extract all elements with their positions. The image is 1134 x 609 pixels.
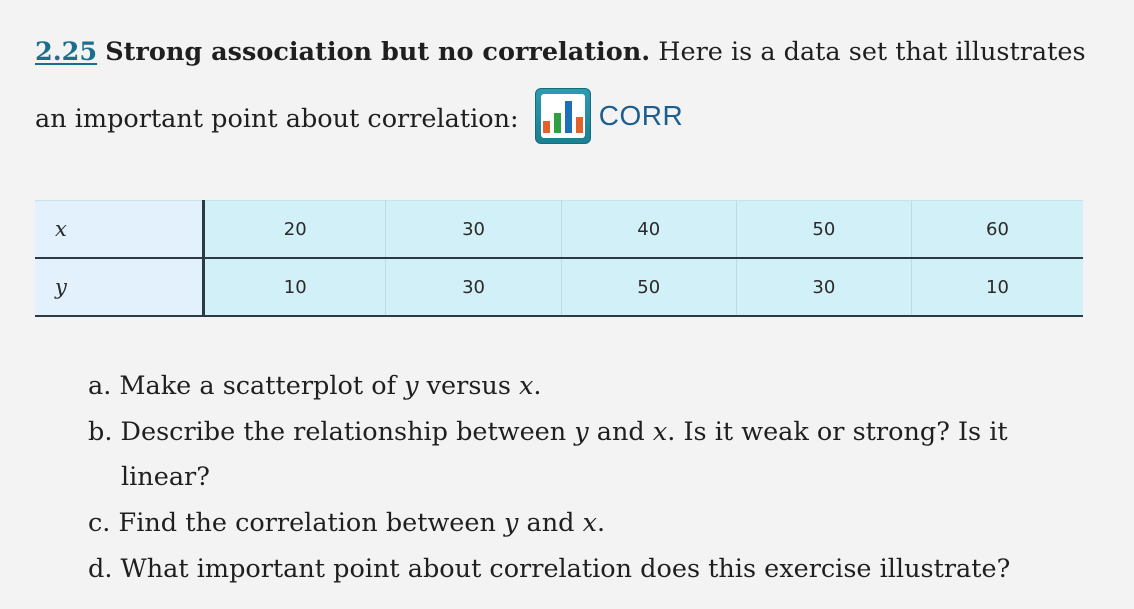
bar-chart-icon	[534, 88, 591, 144]
question-letter: b.	[88, 417, 113, 447]
question-text: Describe the relationship between	[120, 417, 575, 447]
question-item-c: c. Find the correlation between y and x.	[88, 501, 1098, 546]
table-cell: 40	[561, 200, 737, 258]
question-text: Make a scatterplot of	[119, 371, 405, 401]
math-var-x: x	[652, 417, 668, 447]
question-text: versus	[418, 371, 520, 401]
question-list: a. Make a scatterplot of y versus x. b. …	[88, 364, 1098, 593]
bar-chart-icon-bar	[553, 113, 561, 133]
bar-chart-icon-bar	[575, 117, 583, 133]
question-text: and	[588, 417, 653, 447]
exercise-intro-text: Here is a data set that illustrates an i…	[35, 37, 1086, 134]
table-cell: 30	[736, 258, 912, 316]
math-var-y: y	[504, 508, 519, 538]
table-cell: 10	[203, 258, 387, 316]
table-row: y 10 30 50 30 10	[35, 258, 1083, 316]
question-text: .	[596, 508, 606, 538]
corr-dataset-label: CORR	[598, 100, 684, 131]
question-text: What important point about correlation d…	[120, 554, 1011, 584]
table-cell: 60	[911, 200, 1083, 258]
question-text: and	[518, 508, 583, 538]
question-text: . Is it weak or strong? Is it linear?	[121, 417, 1008, 492]
bar-chart-icon-bar	[542, 121, 550, 133]
variable-label: y	[35, 258, 205, 316]
table-cell: 10	[911, 258, 1083, 316]
question-letter: c.	[88, 508, 111, 538]
question-item-b: b. Describe the relationship between y a…	[88, 410, 1098, 500]
question-text: .	[533, 371, 542, 401]
table-cell: 30	[385, 258, 562, 316]
math-var-x: x	[582, 508, 597, 538]
math-var-y: y	[404, 371, 419, 401]
data-table: x 20 30 40 50 60 y 10 30 50 30 10	[35, 200, 1083, 317]
table-cell: 30	[385, 200, 562, 258]
question-item-a: a. Make a scatterplot of y versus x.	[88, 364, 1098, 409]
question-item-d: d. What important point about correlatio…	[88, 547, 1098, 592]
table-cell: 20	[203, 200, 387, 258]
question-text: Find the correlation between	[118, 508, 505, 538]
math-var-y: y	[574, 417, 589, 447]
exercise-title: Strong association but no correlation.	[105, 37, 651, 67]
variable-label: x	[35, 200, 205, 258]
math-var-x: x	[519, 371, 534, 401]
bar-chart-icon-bar	[564, 101, 572, 133]
exercise-intro: 2.25 Strong association but no correlati…	[35, 20, 1105, 151]
corr-dataset-button[interactable]: CORR	[534, 84, 684, 148]
table-cell: 50	[561, 258, 737, 316]
exercise-number-link[interactable]: 2.25	[35, 37, 98, 67]
question-letter: d.	[88, 554, 113, 584]
table-cell: 50	[736, 200, 912, 258]
question-letter: a.	[88, 371, 112, 401]
table-row: x 20 30 40 50 60	[35, 200, 1083, 258]
